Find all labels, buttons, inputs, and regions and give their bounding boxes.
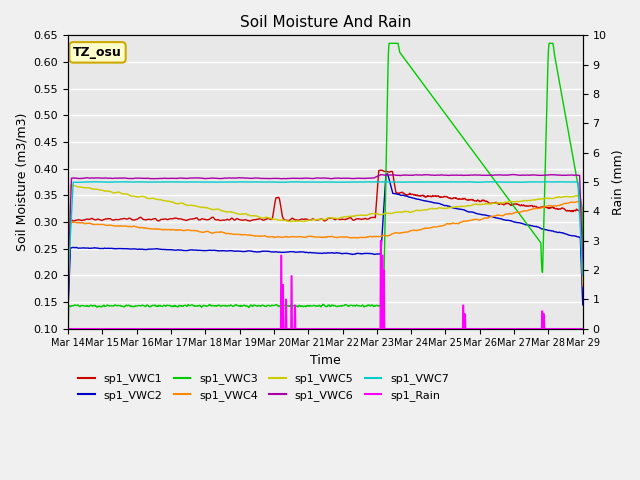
sp1_VWC2 xyxy=(303,250,310,255)
sp1_Rain xyxy=(64,326,72,332)
sp1_VWC3 xyxy=(385,40,393,46)
sp1_VWC5 xyxy=(579,280,587,286)
sp1_Rain xyxy=(283,297,291,302)
sp1_VWC1 xyxy=(64,307,72,313)
sp1_VWC4 xyxy=(293,234,301,240)
sp1_VWC7 xyxy=(125,179,132,185)
sp1_VWC1 xyxy=(104,216,112,221)
sp1_VWC7 xyxy=(357,179,365,185)
sp1_VWC3 xyxy=(64,334,72,339)
sp1_VWC5 xyxy=(104,188,112,194)
sp1_VWC5 xyxy=(125,192,133,198)
sp1_VWC3 xyxy=(579,276,587,281)
sp1_VWC1 xyxy=(283,217,291,223)
sp1_VWC5 xyxy=(357,213,365,218)
sp1_Rain xyxy=(579,326,587,332)
sp1_VWC7 xyxy=(293,179,301,185)
sp1_VWC2 xyxy=(104,245,112,251)
sp1_VWC7 xyxy=(303,179,310,185)
Line: sp1_VWC7: sp1_VWC7 xyxy=(68,182,583,282)
sp1_VWC3 xyxy=(125,302,132,308)
sp1_VWC2 xyxy=(64,308,72,313)
sp1_VWC2 xyxy=(283,249,291,255)
sp1_VWC6 xyxy=(303,175,310,181)
sp1_VWC7 xyxy=(104,179,112,185)
sp1_VWC2 xyxy=(579,302,587,308)
sp1_VWC1 xyxy=(125,215,132,221)
Line: sp1_Rain: sp1_Rain xyxy=(68,240,583,329)
sp1_VWC6 xyxy=(579,265,587,271)
sp1_VWC3 xyxy=(357,303,365,309)
sp1_VWC5 xyxy=(303,218,310,224)
sp1_VWC2 xyxy=(382,171,390,177)
sp1_VWC2 xyxy=(357,251,365,257)
sp1_VWC3 xyxy=(293,303,301,309)
sp1_VWC2 xyxy=(293,249,301,255)
sp1_VWC6 xyxy=(293,175,301,181)
sp1_VWC4 xyxy=(357,234,365,240)
sp1_VWC5 xyxy=(64,274,72,279)
sp1_VWC7 xyxy=(283,180,291,185)
sp1_VWC6 xyxy=(125,176,132,181)
sp1_VWC1 xyxy=(357,216,365,222)
Y-axis label: Rain (mm): Rain (mm) xyxy=(612,149,625,215)
sp1_VWC4 xyxy=(303,234,310,240)
sp1_VWC4 xyxy=(575,198,582,204)
sp1_VWC7 xyxy=(64,279,72,285)
sp1_VWC5 xyxy=(294,218,301,224)
sp1_Rain xyxy=(104,326,112,332)
sp1_Rain xyxy=(125,326,132,332)
sp1_VWC4 xyxy=(104,222,112,228)
sp1_VWC6 xyxy=(104,175,112,181)
X-axis label: Time: Time xyxy=(310,354,340,367)
sp1_Rain xyxy=(377,238,385,243)
sp1_VWC4 xyxy=(125,224,132,229)
sp1_VWC3 xyxy=(104,302,112,308)
Line: sp1_VWC4: sp1_VWC4 xyxy=(68,201,583,297)
sp1_VWC4 xyxy=(283,234,291,240)
sp1_VWC3 xyxy=(303,303,310,309)
sp1_VWC7 xyxy=(465,179,473,185)
Line: sp1_VWC6: sp1_VWC6 xyxy=(68,174,583,280)
sp1_VWC1 xyxy=(293,217,301,223)
sp1_VWC6 xyxy=(64,277,72,283)
Legend: sp1_VWC1, sp1_VWC2, sp1_VWC3, sp1_VWC4, sp1_VWC5, sp1_VWC6, sp1_VWC7, sp1_Rain: sp1_VWC1, sp1_VWC2, sp1_VWC3, sp1_VWC4, … xyxy=(74,369,453,405)
Line: sp1_VWC3: sp1_VWC3 xyxy=(68,43,583,336)
sp1_Rain xyxy=(357,326,365,332)
sp1_VWC6 xyxy=(357,175,365,181)
sp1_VWC5 xyxy=(283,218,291,224)
sp1_VWC1 xyxy=(579,276,587,282)
sp1_VWC3 xyxy=(283,303,291,309)
sp1_VWC2 xyxy=(125,246,132,252)
Text: TZ_osu: TZ_osu xyxy=(73,46,122,59)
Y-axis label: Soil Moisture (m3/m3): Soil Moisture (m3/m3) xyxy=(15,113,28,251)
Line: sp1_VWC5: sp1_VWC5 xyxy=(68,185,583,283)
sp1_Rain xyxy=(293,326,301,332)
Line: sp1_VWC2: sp1_VWC2 xyxy=(68,174,583,311)
sp1_VWC1 xyxy=(378,167,385,173)
sp1_VWC6 xyxy=(283,176,291,181)
sp1_VWC7 xyxy=(579,273,587,278)
sp1_VWC6 xyxy=(509,171,517,177)
sp1_VWC4 xyxy=(64,294,72,300)
sp1_Rain xyxy=(303,326,310,332)
sp1_VWC1 xyxy=(303,216,310,222)
Line: sp1_VWC1: sp1_VWC1 xyxy=(68,170,583,310)
sp1_VWC4 xyxy=(579,283,587,289)
sp1_VWC5 xyxy=(67,182,74,188)
Title: Soil Moisture And Rain: Soil Moisture And Rain xyxy=(240,15,411,30)
